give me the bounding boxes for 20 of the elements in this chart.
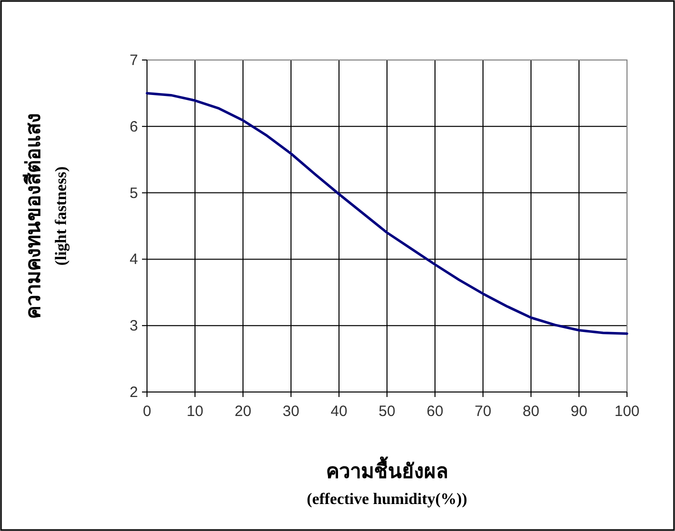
x-tick-label: 80 bbox=[522, 403, 540, 420]
x-tick-label: 20 bbox=[234, 403, 252, 420]
y-tick-label: 6 bbox=[130, 118, 138, 136]
x-axis-title: ความชื้นยังผล (effective humidity(%)) bbox=[306, 456, 468, 508]
x-tick-label: 50 bbox=[378, 403, 396, 420]
y-tick-label: 4 bbox=[130, 251, 138, 268]
x-tick-label: 90 bbox=[570, 403, 588, 420]
x-tick-label: 100 bbox=[614, 403, 640, 420]
y-axis-title: ความคงทนของสีต่อแสง (light fastness) bbox=[22, 113, 70, 319]
x-tick-label: 0 bbox=[142, 403, 152, 420]
x-tick-label: 10 bbox=[186, 403, 204, 420]
y-tick-label: 3 bbox=[130, 318, 138, 335]
x-tick-label: 60 bbox=[426, 403, 444, 420]
y-tick-label: 2 bbox=[130, 384, 138, 401]
line-series bbox=[146, 92, 628, 335]
x-tick-label: 30 bbox=[282, 403, 300, 420]
x-tick-label: 40 bbox=[330, 403, 348, 420]
x-tick-label: 70 bbox=[474, 403, 492, 420]
y-tick-label: 7 bbox=[130, 52, 138, 69]
y-tick-label: 5 bbox=[130, 184, 138, 202]
